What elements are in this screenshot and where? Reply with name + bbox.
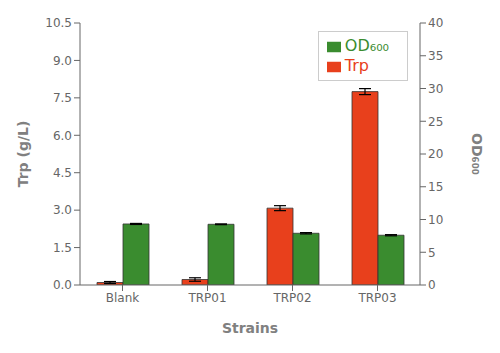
svg-text:0.0: 0.0 (53, 278, 72, 292)
svg-text:Strains: Strains (222, 320, 278, 336)
svg-text:10: 10 (428, 213, 443, 227)
svg-text:20: 20 (428, 147, 443, 161)
svg-text:3.0: 3.0 (53, 203, 72, 217)
svg-text:6.0: 6.0 (53, 129, 72, 143)
svg-text:Blank: Blank (106, 291, 140, 305)
html-text:Trp: Trp (344, 56, 369, 75)
svg-text:40: 40 (428, 16, 443, 30)
svg-text:10.5: 10.5 (45, 16, 72, 30)
svg-text:5: 5 (428, 246, 436, 260)
svg-text:35: 35 (428, 49, 443, 63)
svg-text:25: 25 (428, 115, 443, 129)
svg-text:Trp (g/L): Trp (g/L) (15, 121, 31, 188)
svg-text:1.5: 1.5 (53, 241, 72, 255)
svg-text:15: 15 (428, 180, 443, 194)
svg-text:7.5: 7.5 (53, 91, 72, 105)
svg-text:TRP01: TRP01 (187, 291, 226, 305)
html-text:OD₆₀₀: OD₆₀₀ (344, 36, 389, 55)
svg-text:TRP03: TRP03 (357, 291, 396, 305)
svg-text:30: 30 (428, 82, 443, 96)
svg-text:0: 0 (428, 278, 436, 292)
svg-text:TRP02: TRP02 (272, 291, 311, 305)
svg-text:9.0: 9.0 (53, 54, 72, 68)
svg-text:OD₆₀₀: OD₆₀₀ (469, 133, 485, 175)
svg-text:4.5: 4.5 (53, 166, 72, 180)
